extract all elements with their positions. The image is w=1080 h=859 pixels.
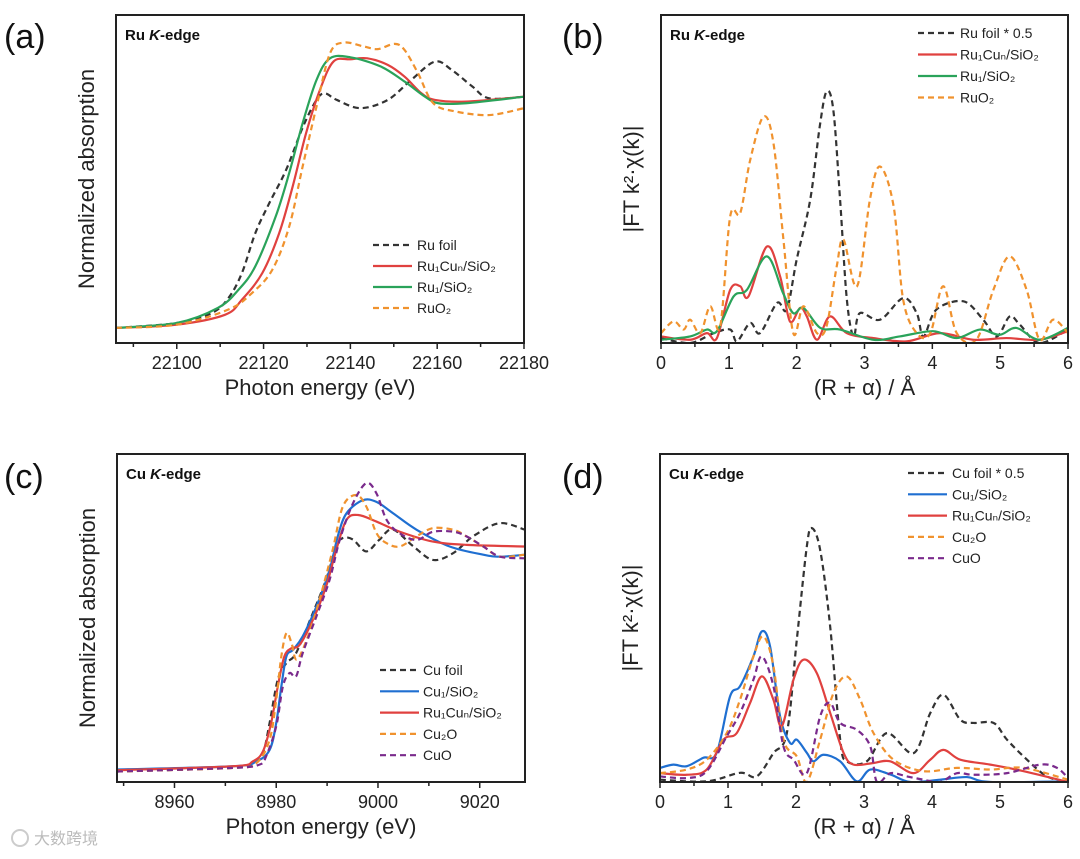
legend-label: RuO₂ [417,300,451,316]
y-axis-label: Normalized absorption [75,508,100,728]
x-tick-label: 22180 [499,353,549,373]
panel-title: Ru K-edge [670,27,745,44]
panel-title: Cu K-edge [669,466,744,483]
plot-frame [115,14,525,344]
x-axis-label: Photon energy (eV) [226,814,417,839]
chart-panel-d: 0 1 2 3 4 5 6 (R + α) / Å |FT k²·χ(k)| (d) Cu K-ed… [562,453,1073,839]
panel-label: (c) [4,458,44,496]
x-tick-label: 2 [791,792,801,812]
x-tick-label: 9000 [358,792,398,812]
legend: Cu foil * 0.5 Cu₁/SiO₂ Ru₁Cuₙ/SiO₂ Cu₂O CuO [908,465,1031,566]
legend-label: Cu₂O [423,726,457,742]
plot-frame [116,453,526,783]
x-tick-label: 8980 [256,792,296,812]
x-tick-label: 22120 [239,353,289,373]
series-line-2 [661,255,1068,342]
x-tick-label: 2 [792,353,802,373]
series-line-2 [116,54,524,330]
legend-label: Ru₁/SiO₂ [960,68,1015,84]
legend-label: Ru₁Cuₙ/SiO₂ [417,258,496,274]
legend-label: Cu foil [423,662,463,678]
x-axis-label: Photon energy (eV) [225,375,416,400]
series-line-3 [117,493,525,773]
legend-label: Cu₁/SiO₂ [423,683,478,699]
series-line-1 [661,245,1068,343]
series-line-0 [117,522,525,773]
x-tick-label: 22160 [412,353,462,373]
legend: Ru foil * 0.5 Ru₁Cuₙ/SiO₂ Ru₁/SiO₂ RuO₂ [918,25,1039,106]
watermark: 大数跨境 [11,829,98,848]
legend-label: Cu foil * 0.5 [952,465,1025,481]
series-line-4 [660,655,1068,782]
x-tick-label: 5 [995,792,1005,812]
legend: Cu foil Cu₁/SiO₂ Ru₁Cuₙ/SiO₂ Cu₂O CuO [380,662,502,763]
legend-label: Ru foil [417,237,457,253]
legend-label: Ru₁/SiO₂ [417,279,472,295]
legend-label: Cu₁/SiO₂ [952,486,1007,502]
series-line-4 [117,481,525,773]
x-tick-label: 6 [1063,353,1073,373]
y-axis-label: |FT k²·χ(k)| [618,565,643,672]
x-tick-label: 3 [859,353,869,373]
series-line-1 [117,498,525,771]
legend-label: Ru foil * 0.5 [960,25,1033,41]
x-tick-label: 1 [723,792,733,812]
x-tick-label: 22140 [325,353,375,373]
x-axis-label: (R + α) / Å [814,375,916,400]
x-tick-label: 1 [724,353,734,373]
panel-label: (a) [4,18,46,56]
panel-title: Cu K-edge [126,466,201,483]
legend-label: CuO [952,550,981,566]
x-tick-label: 6 [1063,792,1073,812]
x-tick-label: 9020 [460,792,500,812]
x-tick-label: 0 [655,792,665,812]
chart-panel-a: 22100 22120 22140 22160 22180 Photon energy (… [4,14,549,400]
x-tick-label: 5 [995,353,1005,373]
series-line-0 [116,60,524,330]
series-line-2 [117,513,525,772]
legend-label: Ru₁Cuₙ/SiO₂ [952,508,1031,524]
x-tick-label: 8960 [154,792,194,812]
chart-panel-c: 8960 8980 9000 9020 Photon energy (eV) Normal… [4,453,526,839]
legend-label: Cu₂O [952,529,986,545]
chart-panel-b: 0 1 2 3 4 5 6 (R + α) / Å |FT k²·χ(k)| (b) Ru K-ed… [562,14,1073,400]
x-tick-label: 22100 [152,353,202,373]
x-tick-label: 4 [927,353,937,373]
series-line-3 [661,115,1068,343]
watermark-logo-icon [11,829,29,847]
legend-label: RuO₂ [960,90,994,106]
legend-label: Ru₁Cuₙ/SiO₂ [960,47,1039,63]
y-axis-label: Normalized absorption [74,69,99,289]
x-tick-label: 4 [927,792,937,812]
x-axis-label: (R + α) / Å [813,814,915,839]
legend-label: CuO [423,747,452,763]
series-line-0 [660,526,1068,782]
panel-label: (b) [562,18,604,56]
x-tick-label: 3 [859,792,869,812]
panel-title: Ru K-edge [125,27,200,44]
plot-frame [660,14,1069,344]
legend: Ru foil Ru₁Cuₙ/SiO₂ Ru₁/SiO₂ RuO₂ [373,237,496,316]
series-line-3 [660,635,1068,782]
y-axis-label: |FT k²·χ(k)| [619,126,644,233]
panel-label: (d) [562,458,604,496]
x-tick-label: 0 [656,353,666,373]
series-line-3 [116,41,524,330]
watermark-text: 大数跨境 [34,829,98,848]
legend-label: Ru₁Cuₙ/SiO₂ [423,705,502,721]
series-line-2 [660,658,1068,782]
